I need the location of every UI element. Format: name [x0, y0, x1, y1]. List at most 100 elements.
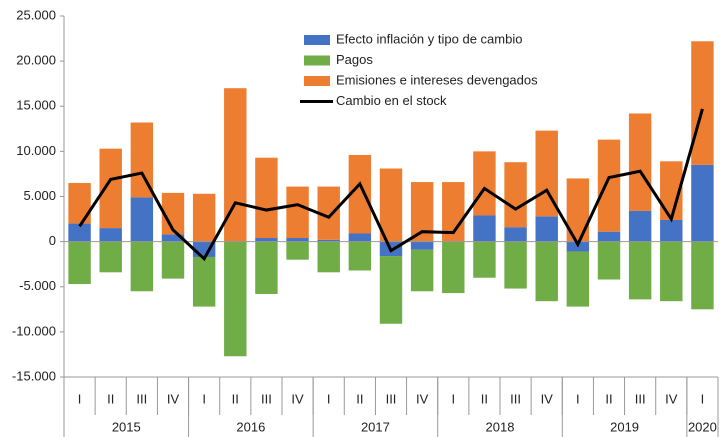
bar [473, 241, 496, 278]
bar [473, 215, 496, 242]
legend-label: Cambio en el stock [336, 93, 447, 108]
legend-swatch [304, 76, 330, 86]
bar [473, 151, 496, 216]
y-tick-label: 25.000 [16, 7, 56, 22]
x-tick-label: IV [291, 391, 304, 406]
bar [597, 241, 621, 280]
bar [535, 216, 558, 242]
bar [660, 161, 683, 220]
x-group-label: 2016 [236, 419, 265, 434]
bar [130, 241, 154, 292]
bar [255, 241, 278, 294]
x-tick-label: III [510, 391, 521, 406]
bar [628, 241, 652, 300]
y-tick-label: 15.000 [16, 98, 56, 113]
bar [504, 241, 527, 289]
x-tick-label: II [605, 391, 612, 406]
x-group-label: 2015 [112, 419, 141, 434]
bar [410, 241, 434, 250]
legend-swatch [304, 55, 330, 66]
x-tick-label: I [451, 391, 455, 406]
x-tick-label: II [356, 391, 363, 406]
bar [504, 162, 527, 228]
bar [317, 239, 340, 242]
x-tick-label: IV [665, 391, 678, 406]
bar [161, 192, 185, 235]
legend-swatch [304, 35, 330, 45]
bar [691, 41, 714, 165]
bar [130, 197, 154, 242]
bar [660, 219, 683, 242]
bar [348, 233, 372, 242]
bar [379, 256, 403, 324]
bar [660, 241, 683, 302]
bar [99, 228, 122, 242]
bar [255, 238, 278, 242]
x-tick-label: III [386, 391, 397, 406]
x-tick-label: IV [416, 391, 429, 406]
x-tick-label: II [107, 391, 114, 406]
bar [535, 241, 558, 302]
x-tick-label: I [78, 391, 82, 406]
x-group-label: 2017 [361, 419, 390, 434]
x-group-label: 2018 [486, 419, 515, 434]
bar [68, 241, 91, 285]
bar [691, 241, 714, 310]
y-tick-label: -15.000 [12, 368, 56, 383]
bar [504, 227, 527, 242]
bar [317, 186, 340, 240]
legend-label: Efecto inflación y tipo de cambio [336, 31, 522, 46]
bar [379, 168, 403, 242]
bar [130, 122, 154, 198]
bar [192, 193, 216, 242]
bar [68, 182, 91, 224]
bar [286, 238, 309, 242]
bar [161, 234, 185, 242]
y-tick-label: 10.000 [16, 143, 56, 158]
y-tick-label: -5.000 [19, 278, 56, 293]
bar [161, 241, 185, 279]
bar [410, 182, 434, 242]
bar [317, 241, 340, 273]
x-tick-label: IV [167, 391, 180, 406]
x-group-label: 2020 [688, 419, 717, 434]
bar [255, 157, 278, 239]
bar [597, 231, 621, 242]
x-tick-label: I [576, 391, 580, 406]
bar [286, 186, 309, 239]
bar [348, 154, 372, 234]
bar [192, 256, 216, 307]
x-tick-label: II [232, 391, 239, 406]
x-group-label: 2019 [610, 419, 639, 434]
bar [224, 241, 247, 357]
bar [691, 164, 714, 242]
legend-label: Emisiones e intereses devengados [336, 72, 538, 87]
bar [410, 249, 434, 292]
legend-label: Pagos [336, 52, 373, 67]
x-tick-label: III [261, 391, 272, 406]
bar [628, 113, 652, 211]
y-tick-label: 0 [49, 233, 56, 248]
bar [286, 241, 309, 260]
bar [99, 241, 122, 273]
y-tick-label: 20.000 [16, 53, 56, 68]
x-tick-label: III [136, 391, 147, 406]
y-tick-label: -10.000 [12, 323, 56, 338]
x-tick-label: I [202, 391, 206, 406]
x-tick-label: IV [541, 391, 554, 406]
bar [566, 251, 590, 307]
bar [628, 210, 652, 242]
y-tick-label: 5.000 [23, 188, 56, 203]
bar [597, 139, 621, 232]
bar [68, 223, 91, 242]
x-tick-label: III [635, 391, 646, 406]
bar [442, 241, 465, 294]
line [78, 108, 704, 262]
x-tick-label: I [701, 391, 705, 406]
x-tick-label: I [327, 391, 331, 406]
bar [99, 148, 122, 229]
x-tick-label: II [481, 391, 488, 406]
bar [566, 178, 590, 242]
bar [348, 241, 372, 271]
